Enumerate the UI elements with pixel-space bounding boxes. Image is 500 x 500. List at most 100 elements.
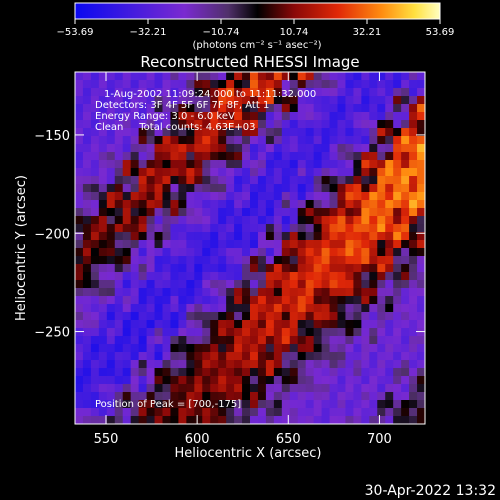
heatmap-cell (297, 232, 307, 241)
heatmap-cell (98, 360, 108, 369)
heatmap-cell (106, 136, 116, 145)
heatmap-cell (186, 112, 195, 121)
heatmap-cell (401, 304, 410, 313)
heatmap-cell (257, 264, 267, 273)
heatmap-cell (377, 96, 386, 105)
heatmap-cell (393, 176, 402, 185)
heatmap-cell (385, 216, 394, 225)
heatmap-cell (202, 192, 211, 201)
heatmap-cell (106, 80, 116, 89)
heatmap-cell (417, 144, 425, 153)
heatmap-cell (305, 192, 315, 201)
heatmap-cell (273, 120, 283, 129)
heatmap-cell (281, 384, 291, 393)
heatmap-cell (345, 368, 354, 377)
heatmap-cell (313, 304, 323, 313)
heatmap-cell (305, 104, 315, 113)
heatmap-cell (75, 216, 84, 225)
heatmap-cell (393, 112, 402, 121)
heatmap-cell (417, 408, 425, 417)
heatmap-cell (146, 144, 156, 153)
heatmap-cell (401, 224, 410, 233)
heatmap-cell (337, 80, 347, 89)
heatmap-cell (75, 384, 84, 393)
heatmap-cell (242, 280, 251, 289)
heatmap-cell (353, 320, 362, 329)
heatmap-cell (273, 168, 283, 177)
heatmap-cell (385, 184, 394, 193)
heatmap-cell (130, 248, 140, 257)
heatmap-cell (162, 360, 172, 369)
heatmap-cell (242, 272, 251, 281)
heatmap-cell (226, 304, 235, 313)
heatmap-cell (162, 152, 172, 161)
heatmap-cell (257, 352, 267, 361)
heatmap-cell (122, 392, 132, 401)
heatmap-cell (313, 416, 323, 424)
heatmap-cell (273, 288, 283, 297)
heatmap-cell (313, 136, 323, 145)
heatmap-cell (329, 200, 339, 209)
heatmap-cell (186, 216, 195, 225)
heatmap-cell (281, 136, 291, 145)
heatmap-cell (178, 128, 187, 137)
heatmap-cell (377, 368, 386, 377)
heatmap-cell (337, 168, 347, 177)
x-tick-label: 550 (94, 432, 119, 447)
heatmap-cell (297, 96, 307, 105)
heatmap-cell (361, 120, 370, 129)
heatmap-cell (313, 144, 323, 153)
heatmap-cell (194, 280, 203, 289)
heatmap-cell (257, 312, 267, 321)
heatmap-cell (82, 144, 92, 153)
heatmap-cell (106, 112, 116, 121)
heatmap-cell (218, 240, 227, 249)
heatmap-cell (385, 368, 394, 377)
heatmap-cell (162, 72, 172, 81)
heatmap-cell (297, 280, 307, 289)
heatmap-cell (146, 208, 156, 217)
heatmap-cell (210, 360, 219, 369)
heatmap-cell (106, 272, 116, 281)
heatmap-cell (98, 176, 108, 185)
heatmap-cell (210, 192, 219, 201)
heatmap-cell (138, 368, 148, 377)
heatmap-cell (234, 80, 243, 89)
heatmap-cell (409, 152, 418, 161)
heatmap-cell (385, 344, 394, 353)
heatmap-cell (218, 352, 227, 361)
heatmap-cell (377, 128, 386, 137)
heatmap-cell (377, 272, 386, 281)
heatmap-cell (218, 384, 227, 393)
heatmap-cell (146, 128, 156, 137)
heatmap-cell (202, 256, 211, 265)
heatmap-cell (305, 288, 315, 297)
heatmap-cell (329, 360, 339, 369)
heatmap-cell (202, 336, 211, 345)
heatmap-cell (289, 72, 299, 81)
heatmap-cell (170, 224, 179, 233)
heatmap-cell (154, 392, 164, 401)
heatmap-cell (202, 280, 211, 289)
heatmap-cell (114, 184, 124, 193)
heatmap-cell (130, 144, 140, 153)
heatmap-cell (194, 352, 203, 361)
heatmap-cell (281, 312, 291, 321)
heatmap-cell (170, 192, 179, 201)
heatmap-cell (138, 352, 148, 361)
heatmap-cell (234, 168, 243, 177)
heatmap-cell (393, 312, 402, 321)
heatmap-cell (385, 336, 394, 345)
heatmap-cell (329, 232, 339, 241)
heatmap-cell (210, 176, 219, 185)
heatmap-cell (98, 232, 108, 241)
heatmap-cell (170, 336, 179, 345)
heatmap-cell (265, 320, 275, 329)
heatmap-cell (114, 416, 124, 424)
heatmap-cell (226, 240, 235, 249)
heatmap-cell (114, 88, 124, 97)
heatmap-cell (289, 136, 299, 145)
heatmap-cell (313, 328, 323, 337)
heatmap-cell (345, 376, 354, 385)
heatmap-cell (138, 360, 148, 369)
